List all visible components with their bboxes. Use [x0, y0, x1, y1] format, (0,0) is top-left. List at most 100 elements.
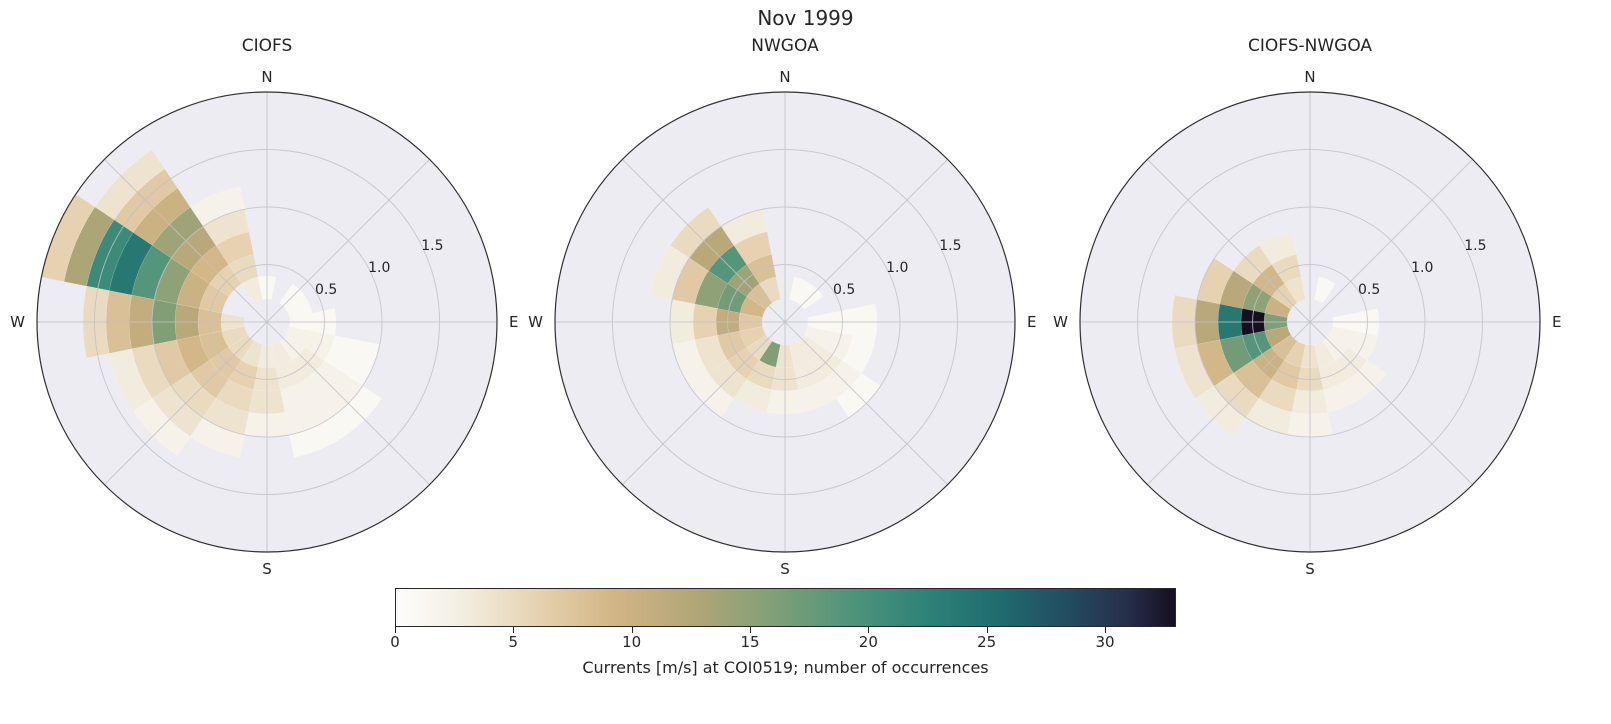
polar-outline: [554, 91, 1016, 553]
compass-label-e: E: [1027, 313, 1036, 331]
compass-label-n: N: [779, 68, 790, 86]
angular-gridline: [1309, 159, 1473, 323]
radial-tick-label: 1.5: [939, 238, 961, 254]
colorbar-tick-label: 20: [858, 633, 878, 651]
subplot-title-ciofs: CIOFS: [241, 36, 293, 56]
rose-sector: [176, 270, 210, 309]
radial-tick-label: 1.0: [1411, 260, 1433, 276]
rose-sector: [215, 379, 254, 413]
angular-gridline: [1147, 321, 1311, 485]
compass-label-n: N: [261, 68, 272, 86]
colorbar-tick: [750, 627, 751, 633]
rose-sector: [798, 379, 837, 413]
rose-sector: [324, 335, 358, 374]
colorbar-tick-label: 5: [508, 633, 519, 651]
radial-tick-label: 0.5: [833, 282, 855, 298]
rose-sector: [1264, 296, 1292, 318]
angular-gridline: [1309, 321, 1473, 485]
rose-sector: [199, 330, 230, 361]
rose-sector: [176, 335, 210, 374]
radial-tick-label: 0.5: [315, 282, 337, 298]
rose-sector: [694, 335, 728, 374]
rose-sector: [241, 340, 263, 368]
rose-sector: [694, 270, 728, 309]
angular-gridline: [266, 321, 430, 485]
compass-label-s: S: [780, 560, 790, 578]
angular-gridline: [784, 321, 948, 485]
rose-sector: [793, 359, 824, 390]
angular-gridline: [104, 159, 268, 323]
radial-tick-label: 1.5: [1464, 238, 1486, 254]
rose-sector: [285, 326, 313, 348]
colorbar-label: Currents [m/s] at COI0519; number of occ…: [582, 658, 989, 677]
rose-sector: [822, 330, 853, 361]
colorbar: [395, 588, 1176, 627]
figure-title: Nov 1999: [757, 6, 854, 30]
rose-sector: [221, 326, 249, 348]
compass-label-w: W: [10, 313, 25, 331]
rose-sector: [1284, 340, 1306, 368]
rose-sector: [1258, 379, 1297, 413]
rose-sector: [1271, 254, 1302, 285]
angular-gridline: [266, 159, 430, 323]
rose-sector: [739, 326, 767, 348]
colorbar-tick-label: 0: [390, 633, 400, 651]
colorbar-tick: [631, 627, 633, 633]
compass-label-w: W: [528, 313, 543, 331]
radial-tick-label: 1.0: [886, 260, 908, 276]
rose-sector: [1314, 276, 1336, 304]
rose-sector: [1264, 326, 1292, 348]
rose-sector: [759, 340, 781, 368]
rose-sector: [803, 326, 831, 348]
rose-sector: [789, 340, 811, 368]
colorbar-tick-label: 30: [1095, 633, 1115, 651]
colorbar-tick: [395, 627, 396, 633]
compass-label-s: S: [1305, 560, 1315, 578]
colorbar-tick: [986, 627, 988, 633]
rose-plot-nwgoa: N S E W 0.5 1.0 1.5: [528, 68, 1036, 578]
rose-sector: [1219, 335, 1253, 374]
colorbar-tick: [1105, 627, 1106, 633]
colorbar-tick-label: 25: [977, 633, 997, 651]
polar-outline: [1079, 91, 1541, 553]
rose-plot-ciofs: N S E W 0.5 1.0 1.5: [10, 68, 518, 578]
rose-sector: [285, 296, 313, 318]
angular-gridline: [622, 321, 786, 485]
rose-sector: [759, 276, 781, 304]
rose-sector: [241, 276, 263, 304]
rose-sector: [1242, 330, 1273, 361]
rose-sector: [739, 296, 767, 318]
rose-sector: [1258, 231, 1297, 265]
rose-sector: [215, 231, 254, 265]
rose-sector: [280, 379, 319, 413]
radial-tick-label: 1.0: [368, 260, 390, 276]
colorbar-tick: [513, 627, 515, 633]
angular-gridline: [784, 159, 948, 323]
rose-sector: [271, 340, 293, 368]
rose-sector: [717, 330, 748, 361]
rose-sector: [717, 283, 748, 314]
rose-sector: [1271, 359, 1302, 390]
rose-plot-ciofs-nwgoa: N S E W 0.5 1.0 1.5: [1053, 68, 1561, 578]
compass-label-e: E: [1552, 313, 1561, 331]
subplot-title-ciofs-nwgoa: CIOFS-NWGOA: [1247, 36, 1373, 56]
rose-sector: [199, 283, 230, 314]
rose-sector: [733, 379, 772, 413]
rose-sector: [1318, 359, 1349, 390]
rose-sector: [1328, 326, 1356, 348]
rose-sector: [1242, 283, 1273, 314]
rose-sector: [1347, 330, 1378, 361]
rose-sector: [746, 359, 777, 390]
radial-tick-label: 0.5: [1358, 282, 1380, 298]
rose-sector: [789, 276, 811, 304]
subplot-title-nwgoa: NWGOA: [751, 36, 819, 56]
radial-tick-label: 1.5: [421, 238, 443, 254]
colorbar-tick-label: 10: [622, 633, 642, 651]
rose-sector: [733, 231, 772, 265]
angular-gridline: [1147, 159, 1311, 323]
compass-label-s: S: [262, 560, 272, 578]
colorbar-tick-label: 15: [740, 633, 760, 651]
polar-outline: [36, 91, 498, 553]
rose-sector: [1314, 340, 1336, 368]
